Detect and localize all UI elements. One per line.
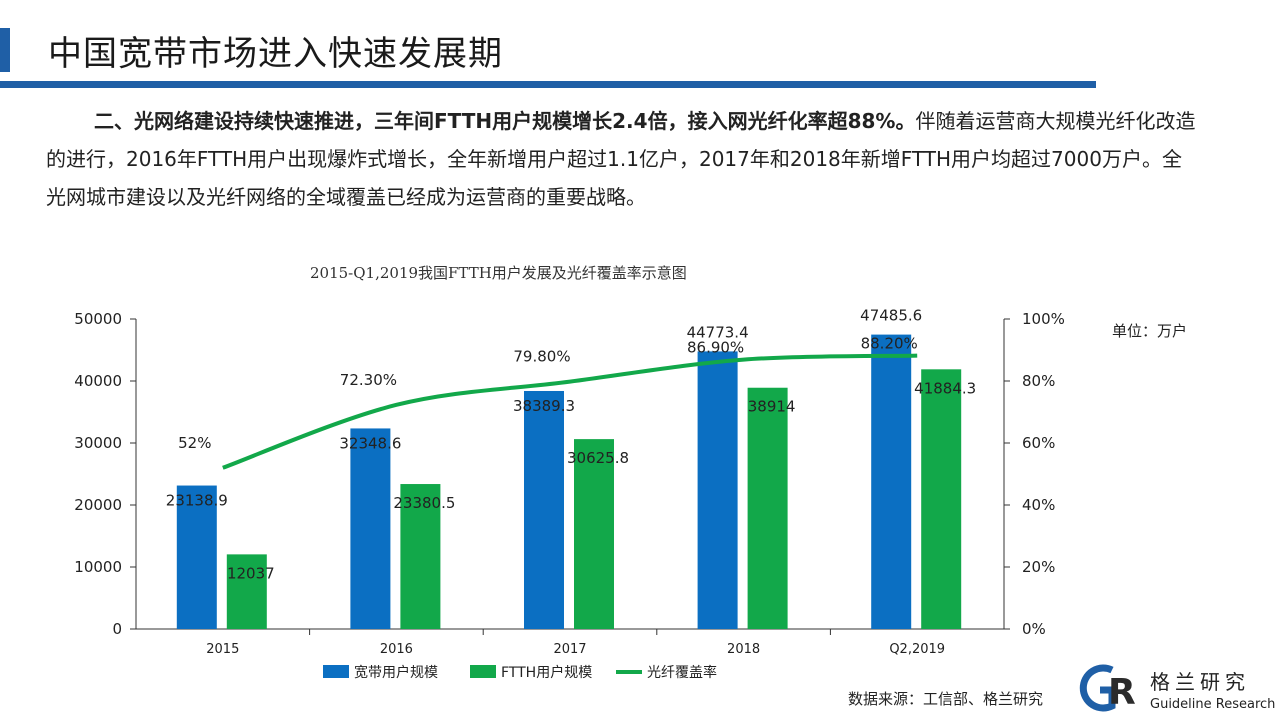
label-ftth: 12037 xyxy=(227,564,275,582)
bar-ftth xyxy=(400,484,441,629)
y-right-tick-label: 60% xyxy=(1022,434,1055,452)
bar-ftth xyxy=(226,554,267,629)
label-coverage: 88.20% xyxy=(861,335,918,353)
label-broadband: 23138.9 xyxy=(166,492,228,510)
logo-subtitle: Guideline Research xyxy=(1150,697,1276,712)
title-rule xyxy=(0,81,1096,88)
x-tick-label: 2016 xyxy=(380,642,413,657)
bar-broadband xyxy=(697,351,738,629)
label-coverage: 72.30% xyxy=(340,371,397,389)
label-coverage: 86.90% xyxy=(687,339,744,357)
y-left-tick-label: 0 xyxy=(112,620,122,638)
y-left-tick-label: 10000 xyxy=(74,558,122,576)
bar-broadband xyxy=(350,428,391,629)
label-broadband: 47485.6 xyxy=(860,307,922,325)
x-tick-label: 2018 xyxy=(727,642,760,657)
y-left-tick-label: 50000 xyxy=(74,310,122,328)
body-paragraph: 二、光网络建设持续快速推进，三年间FTTH用户规模增长2.4倍，接入网光纤化率超… xyxy=(46,102,1196,216)
x-tick-label: 2017 xyxy=(553,642,586,657)
bar-ftth xyxy=(921,369,962,629)
y-right-tick-label: 0% xyxy=(1022,620,1046,638)
gr-logo-icon: R xyxy=(1079,664,1136,713)
unit-label: 单位：万户 xyxy=(1112,322,1188,340)
y-right-tick-label: 40% xyxy=(1022,496,1055,514)
legend-broadband-swatch xyxy=(323,665,349,678)
label-broadband: 44773.4 xyxy=(687,323,749,341)
y-left-tick-label: 30000 xyxy=(74,434,122,452)
body-text: 伴随着运营商大规模光纤化改造的进行，2016年FTTH用户出现爆炸式增长，全年新… xyxy=(46,109,1196,209)
label-coverage: 52% xyxy=(178,434,211,452)
bar-broadband xyxy=(524,390,564,629)
legend-broadband-label: 宽带用户规模 xyxy=(354,664,438,681)
y-right-tick-label: 100% xyxy=(1022,310,1065,328)
bar-broadband xyxy=(176,485,217,629)
y-left-tick-label: 20000 xyxy=(74,496,122,514)
page-title: 中国宽带市场进入快速发展期 xyxy=(48,34,503,74)
data-source: 数据来源：工信部、格兰研究 xyxy=(848,690,1044,708)
label-broadband: 32348.6 xyxy=(339,434,401,452)
label-ftth: 41884.3 xyxy=(914,379,976,397)
bar-broadband xyxy=(871,334,912,629)
label-coverage: 79.80% xyxy=(513,348,570,366)
legend-coverage-label: 光纤覆盖率 xyxy=(647,664,717,681)
legend-ftth-swatch xyxy=(470,665,496,678)
label-ftth: 30625.8 xyxy=(567,449,629,467)
y-left-tick-label: 40000 xyxy=(74,372,122,390)
chart-title: 2015-Q1,2019我国FTTH用户发展及光纤覆盖率示意图 xyxy=(310,264,687,282)
x-tick-label: 2015 xyxy=(206,642,239,657)
label-ftth: 23380.5 xyxy=(393,494,455,512)
line-coverage xyxy=(222,353,918,470)
label-broadband: 38389.3 xyxy=(513,397,575,415)
y-right-tick-label: 80% xyxy=(1022,372,1055,390)
label-ftth: 38914 xyxy=(748,398,796,416)
title-accent-bar xyxy=(0,28,10,72)
svg-text:R: R xyxy=(1108,672,1136,713)
bar-ftth xyxy=(574,439,614,629)
body-lead: 二、光网络建设持续快速推进，三年间FTTH用户规模增长2.4倍，接入网光纤化率超… xyxy=(94,109,916,133)
logo-name: 格兰研究 xyxy=(1150,670,1250,694)
legend-ftth-label: FTTH用户规模 xyxy=(501,664,592,681)
y-right-tick-label: 20% xyxy=(1022,558,1055,576)
x-tick-label: Q2,2019 xyxy=(889,642,945,657)
bar-ftth xyxy=(747,387,788,629)
